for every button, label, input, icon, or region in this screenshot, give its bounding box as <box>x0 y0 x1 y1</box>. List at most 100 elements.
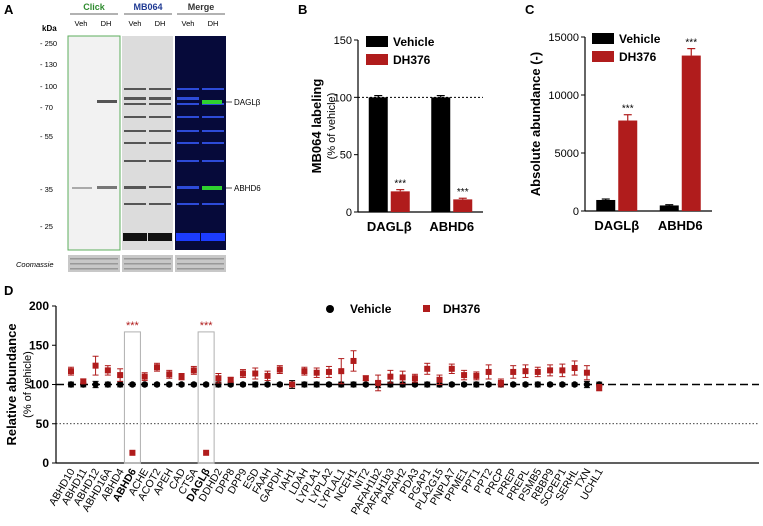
significance-label: *** <box>394 179 406 190</box>
point-vehicle-9 <box>178 381 185 388</box>
point-vehicle-34 <box>485 381 492 388</box>
point-dh376-43 <box>596 384 603 391</box>
point-dh376-19 <box>301 368 308 375</box>
point-vehicle-37 <box>522 381 529 388</box>
point-vehicle-38 <box>534 381 541 388</box>
y-tick-label: 0 <box>346 207 352 219</box>
click-band-abhd6-veh <box>72 187 92 189</box>
point-dh376-4 <box>117 372 124 379</box>
point-dh376-34 <box>485 368 492 375</box>
mb064-bands <box>124 88 171 205</box>
kda-label: kDa <box>42 24 57 33</box>
point-dh376-11 <box>203 449 210 456</box>
panel-label-b: B <box>298 2 307 17</box>
lane-label: Veh <box>129 19 142 28</box>
point-vehicle-2 <box>92 381 99 388</box>
click-band-abhd6-dh <box>97 186 117 189</box>
point-dh376-29 <box>424 365 431 372</box>
highlight-box <box>123 331 141 464</box>
y-axis-label: Absolute abundance (-) <box>528 52 543 196</box>
point-dh376-40 <box>559 367 566 374</box>
panel-label-c: C <box>525 2 535 17</box>
y-tick-label: 200 <box>29 299 49 313</box>
point-dh376-20 <box>313 369 320 376</box>
legend-label: DH376 <box>443 302 481 316</box>
legend-label: DH376 <box>619 50 657 64</box>
point-dh376-23 <box>350 357 357 364</box>
point-vehicle-22 <box>338 381 345 388</box>
y-axis-label: Relative abundance <box>4 323 19 445</box>
point-vehicle-41 <box>571 381 578 388</box>
point-dh376-21 <box>325 368 332 375</box>
point-dh376-2 <box>92 362 99 369</box>
significance-label: *** <box>457 187 469 198</box>
lane-label: DH <box>155 19 166 28</box>
point-vehicle-39 <box>546 381 554 388</box>
point-dh376-26 <box>387 373 394 380</box>
y-axis-label: MB064 labeling <box>309 79 324 174</box>
point-dh376-1 <box>80 378 87 385</box>
chart-b: 0 50 100 150 *** DAGLβ *** ABHD6 Vehicle DH376 MB0… <box>309 35 483 234</box>
legend-label: Vehicle <box>393 35 435 49</box>
point-vehicle-11 <box>202 381 210 388</box>
bar-vehicle-0 <box>596 199 616 211</box>
lane-group-title: Merge <box>188 2 215 12</box>
point-dh376-39 <box>547 367 554 374</box>
point-vehicle-29 <box>424 381 431 388</box>
bar-dh376-0 <box>390 191 410 212</box>
point-vehicle-20 <box>313 381 320 388</box>
point-vehicle-17 <box>276 381 284 388</box>
category-label: DAGLβ <box>594 218 639 233</box>
panel-label-d: D <box>4 283 13 298</box>
point-dh376-24 <box>362 375 369 382</box>
category-label: DAGLβ <box>367 219 412 234</box>
point-vehicle-33 <box>473 381 480 388</box>
y-tick-label: 15000 <box>548 32 579 44</box>
lane-group-title: Click <box>83 2 106 12</box>
blot-panel: kDa - 250 - 130 - 100 - 70 - 55 - 35 - 25 Clic… <box>16 2 261 272</box>
point-vehicle-4 <box>116 381 124 388</box>
point-dh376-32 <box>461 372 468 379</box>
point-dh376-38 <box>534 368 541 375</box>
mb064-dark-band-veh <box>123 233 147 241</box>
point-dh376-37 <box>522 368 529 375</box>
point-dh376-31 <box>448 365 455 372</box>
point-vehicle-40 <box>559 381 566 388</box>
marker-label: - 25 <box>40 222 53 231</box>
marker-label: - 250 <box>40 39 57 48</box>
marker-label: - 130 <box>40 60 57 69</box>
marker-label: - 55 <box>40 132 53 141</box>
highlight-box <box>197 331 215 464</box>
category-label: ABHD6 <box>429 219 474 234</box>
band-label-abhd6: ABHD6 <box>234 184 261 193</box>
point-dh376-17 <box>276 366 283 373</box>
highlight-significance: *** <box>200 320 214 332</box>
point-vehicle-5 <box>129 381 136 388</box>
legend-marker-dh376 <box>423 305 430 312</box>
point-dh376-9 <box>178 373 185 380</box>
legend-swatch <box>592 51 614 62</box>
point-vehicle-23 <box>350 381 357 388</box>
y-tick-label: 10000 <box>548 90 579 102</box>
bar-dh376-0 <box>618 120 638 211</box>
point-dh376-10 <box>190 367 197 374</box>
y-tick-label: 150 <box>334 35 352 47</box>
point-vehicle-6 <box>141 381 148 388</box>
bar-vehicle-0 <box>368 97 388 212</box>
point-dh376-8 <box>166 371 173 378</box>
merge-dark-band-dh <box>201 233 225 241</box>
molecular-weight-markers: - 250 - 130 - 100 - 70 - 55 - 35 - 25 <box>40 39 57 231</box>
merge-band-daglb-dh <box>202 100 222 104</box>
marker-label: - 35 <box>40 185 53 194</box>
mb064-dark-band-dh <box>148 233 172 241</box>
legend-label: Vehicle <box>350 302 392 316</box>
click-gel <box>67 35 121 251</box>
lane-label: Veh <box>75 19 88 28</box>
point-dh376-3 <box>104 367 111 374</box>
point-dh376-0 <box>68 368 74 375</box>
marker-label: - 100 <box>40 82 57 91</box>
lane-label: Veh <box>182 19 195 28</box>
legend-swatch <box>366 36 388 47</box>
